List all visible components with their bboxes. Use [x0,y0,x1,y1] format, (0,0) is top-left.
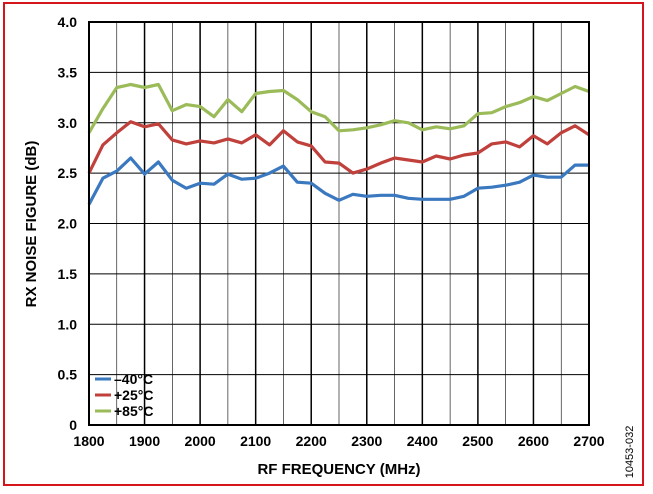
y-tick-label: 3.5 [58,64,78,80]
x-axis-title: RF FREQUENCY (MHz) [257,461,420,478]
x-tick-label: 2700 [573,433,604,449]
x-tick-label: 2400 [407,433,438,449]
x-tick-labels: 1800 1900 2000 2100 2200 2300 2400 2500 2600 2700 [73,433,604,449]
x-tick-label: 1900 [129,433,160,449]
y-tick-label: 3.0 [58,115,78,131]
x-tick-label: 2600 [518,433,549,449]
y-tick-label: 4.0 [58,14,78,30]
y-tick-label: 2.5 [58,165,78,181]
figure-border [3,2,644,486]
series-line-minus40 [87,156,589,206]
legend: –40°C +25°C +85°C [95,371,153,419]
y-tick-label: 2.0 [58,216,78,232]
legend-label-plus25: +25°C [114,387,153,403]
y-tick-labels: 0 0.5 1.0 1.5 2.0 2.5 3.0 3.5 4.0 [58,14,78,433]
figure-id: 10453-032 [624,426,636,479]
plot-border [88,21,590,426]
x-tick-label: 2100 [240,433,271,449]
x-tick-label: 2500 [462,433,493,449]
series-line-plus25 [87,120,590,175]
series-line-plus85 [87,82,590,134]
y-tick-label: 0.5 [58,367,78,383]
y-tick-label: 1.0 [58,316,78,332]
y-axis-title: RX NOISE FIGURE (dB) [23,141,40,308]
series-lines [87,82,590,206]
x-tick-label: 1800 [73,433,104,449]
legend-label-minus40: –40°C [114,371,153,387]
legend-label-plus85: +85°C [114,403,153,419]
x-tick-label: 2000 [185,433,216,449]
y-tick-label: 1.5 [58,266,78,282]
x-tick-label: 2200 [296,433,327,449]
y-tick-label: 0 [69,417,77,433]
x-tick-label: 2300 [351,433,382,449]
